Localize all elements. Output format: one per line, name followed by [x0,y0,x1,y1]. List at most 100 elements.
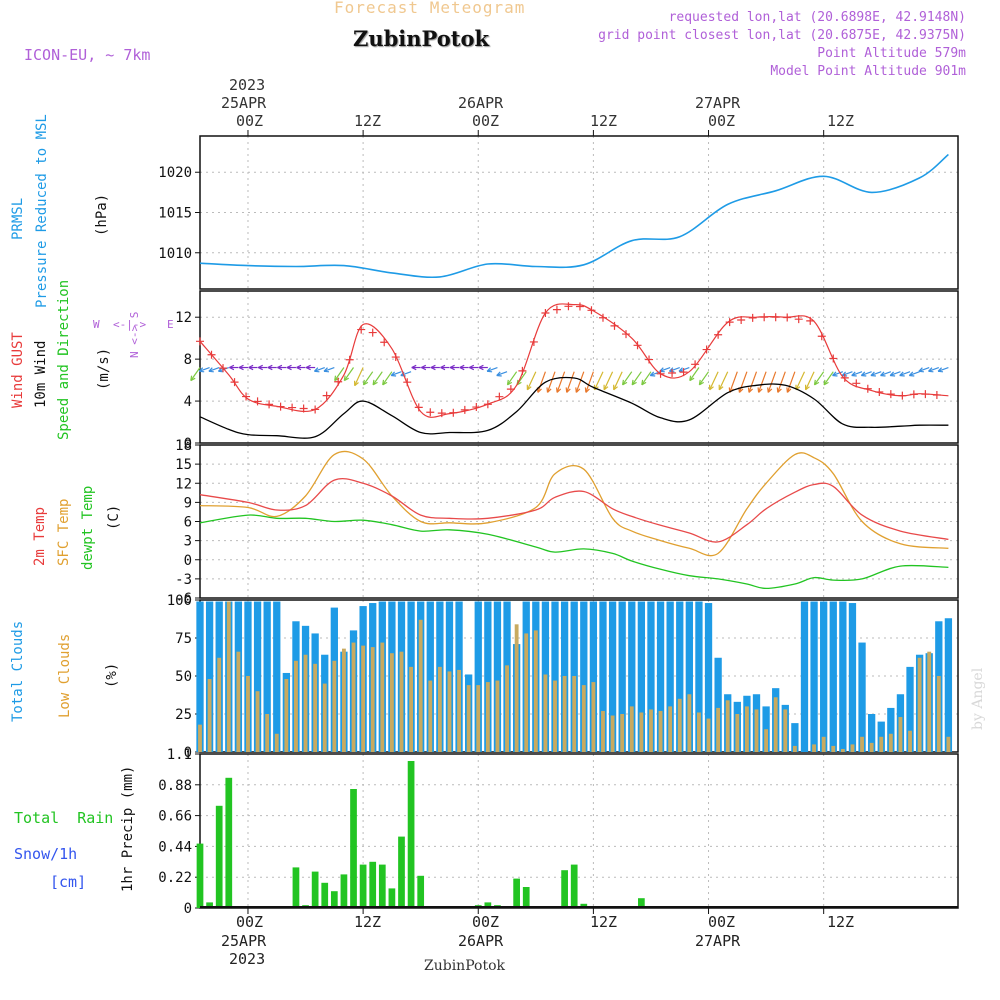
low-cloud-bar [514,624,519,752]
wind-arrow [566,371,575,393]
total-cloud-bar [484,601,492,752]
wind-arrow-head [248,364,254,371]
precip-ytick-label: 0.88 [158,778,192,794]
total-cloud-bar [589,601,598,752]
low-cloud-bar [831,745,836,752]
total-cloud-bar [676,601,684,752]
model-altitude: Model Point Altitude 901m [770,64,966,79]
wind-10m-label: 10m Wind [33,340,49,408]
low-cloud-bar [332,660,337,752]
low-cloud-bar [389,653,394,752]
wind-arrow-head [390,371,397,377]
total-cloud-bar [887,707,895,752]
wind-arrow-head [649,371,656,377]
wind-gust-marker [483,400,492,409]
wind-gust-marker [253,397,262,406]
total-cloud-bar [196,601,204,752]
station-title: ZubinPotok [353,26,490,51]
pressure-ytick-label: 1010 [158,246,192,262]
temp-2m-label: 2m Temp [32,506,48,566]
low-cloud-bar [697,712,701,752]
wind-gust-marker [598,313,607,322]
wind-arrow [709,371,719,391]
wind-arrow-head [229,364,235,371]
wind-gust-marker [380,338,389,347]
rain-bar [321,882,329,908]
clouds-ytick-label: 50 [175,669,192,685]
wind-gust-marker [368,328,377,337]
wind-arrow [889,371,901,377]
wind-arrow-head [709,384,714,391]
wind-arrow-head [575,387,581,393]
rain-bar [417,875,425,908]
wind-gust-marker [299,404,308,413]
low-cloud-bar [936,676,941,752]
low-cloud-bar [533,630,538,752]
low-cloud-bar [418,619,423,752]
total-clouds-label: Total Clouds [10,620,26,722]
rain-bar [359,864,367,908]
wind-gust-marker [886,390,895,399]
wind-gust-marker [518,366,527,375]
low-cloud-bar [610,715,615,752]
precip-ytick-label: 0.22 [158,870,192,886]
top-date-2: 26APR [458,94,504,112]
total-cloud-bar [810,601,818,752]
wind-arrow [659,366,671,372]
wind-arrow-head [908,371,915,377]
total-cloud-bar [205,601,214,752]
wind-gust-marker [725,318,734,327]
footer-station: ZubinPotok [424,958,506,974]
temp-sfc-label: SFC Temp [56,498,72,566]
wind-arrow-head [813,379,820,386]
rain-bar [561,870,568,908]
wind-arrow [777,371,786,393]
wind-gust-marker [863,384,872,393]
wind-arrow-head [860,371,867,377]
wind-gust-marker [656,369,665,378]
wind-arrow-head [631,379,637,386]
wind-arrow [314,366,325,372]
wind-arrow-head [622,379,628,386]
clouds-unit: (%) [104,662,120,688]
low-cloud-bar [869,742,874,752]
wind-gust-marker [633,341,642,350]
rain-bar [292,867,300,908]
wind-arrow [334,367,345,381]
wind-gust-marker [403,378,412,387]
wind-arrow-head [689,375,695,382]
temp-ytick-label: 6 [184,515,192,531]
low-cloud-bar [553,680,557,752]
total-cloud-bar [628,601,636,752]
low-cloud-bar [658,710,663,752]
wind-arrow [641,371,652,386]
wind-gust-marker [288,403,297,412]
wind-arrow [363,371,374,386]
total-cloud-bar [666,601,674,752]
low-cloud-bar [495,680,500,752]
wind-gust-marker [737,316,746,325]
total-cloud-bar [253,601,262,752]
wind-arrow [323,366,335,372]
wind-arrow [622,371,633,386]
rain-bar [330,891,338,908]
temp-dew-label: dewpt Temp [80,485,96,570]
wind-arrow [748,371,758,393]
wind-speed-line [199,376,949,439]
low-cloud-bar [265,714,270,752]
wind-gust-marker [898,391,907,400]
wind-arrow-head [832,371,838,377]
wind-gust-marker [552,305,561,314]
wind-arrow-head [372,379,378,386]
rain-bar [484,902,492,908]
watermark: by Angel [970,667,986,730]
wind-gust-marker [506,385,515,394]
low-cloud-bar [754,709,759,752]
low-cloud-bar [303,654,308,752]
top-year: 2023 [229,76,266,94]
low-cloud-bar [476,685,481,752]
wind-arrow-head [506,379,513,386]
wind-arrow [585,371,594,393]
low-cloud-bar [207,679,212,752]
